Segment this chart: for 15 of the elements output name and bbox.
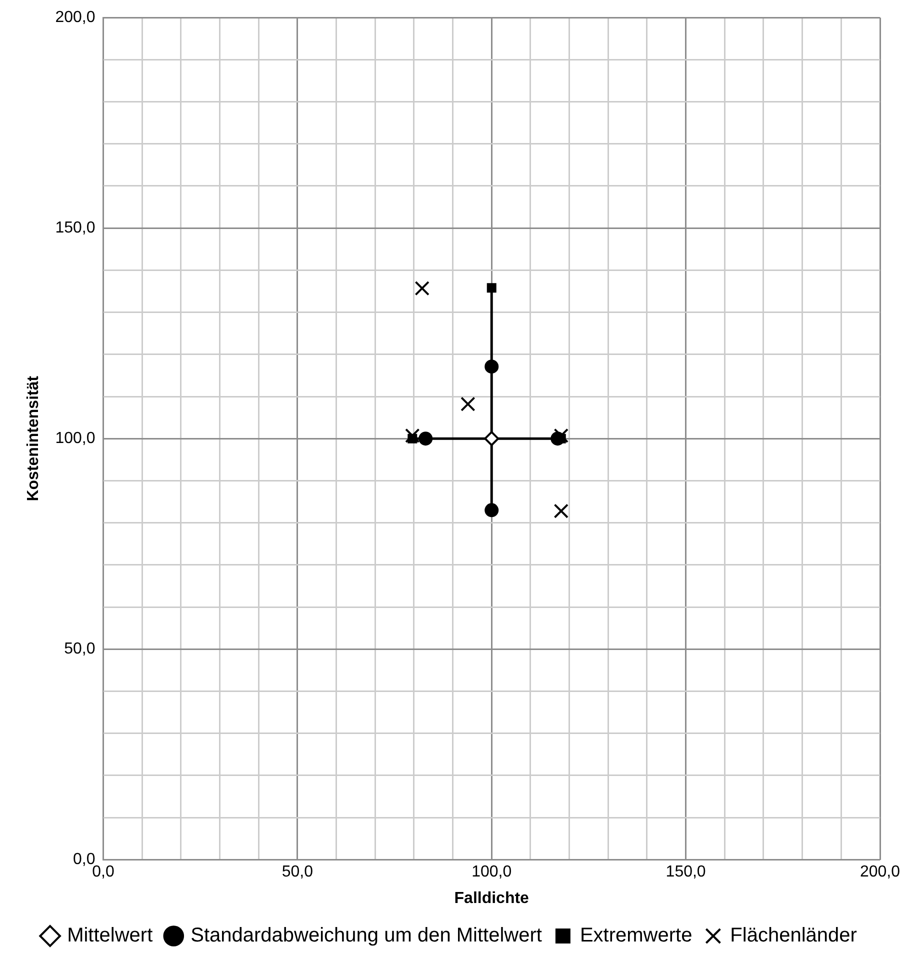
legend-label: Extremwerte — [580, 924, 692, 947]
y-tick-label: 100,0 — [55, 430, 96, 448]
legend-label: Mittelwert — [67, 924, 154, 947]
x-tick-label: 0,0 — [92, 864, 114, 881]
x-tick-label: 100,0 — [472, 864, 512, 881]
x-tick-label: 200,0 — [860, 864, 900, 881]
y-tick-label: 200,0 — [55, 9, 96, 26]
x-tick-label: 50,0 — [282, 864, 314, 881]
y-axis-title: Kostenintensität — [25, 375, 42, 502]
y-tick-label: 50,0 — [64, 640, 96, 658]
y-tick-label: 150,0 — [55, 220, 96, 237]
legend-label: Flächenländer — [730, 924, 858, 947]
x-tick-label: 150,0 — [666, 864, 706, 881]
x-axis-title: Falldichte — [454, 890, 530, 907]
legend-label: Standardabweichung um den Mittelwert — [190, 924, 542, 947]
